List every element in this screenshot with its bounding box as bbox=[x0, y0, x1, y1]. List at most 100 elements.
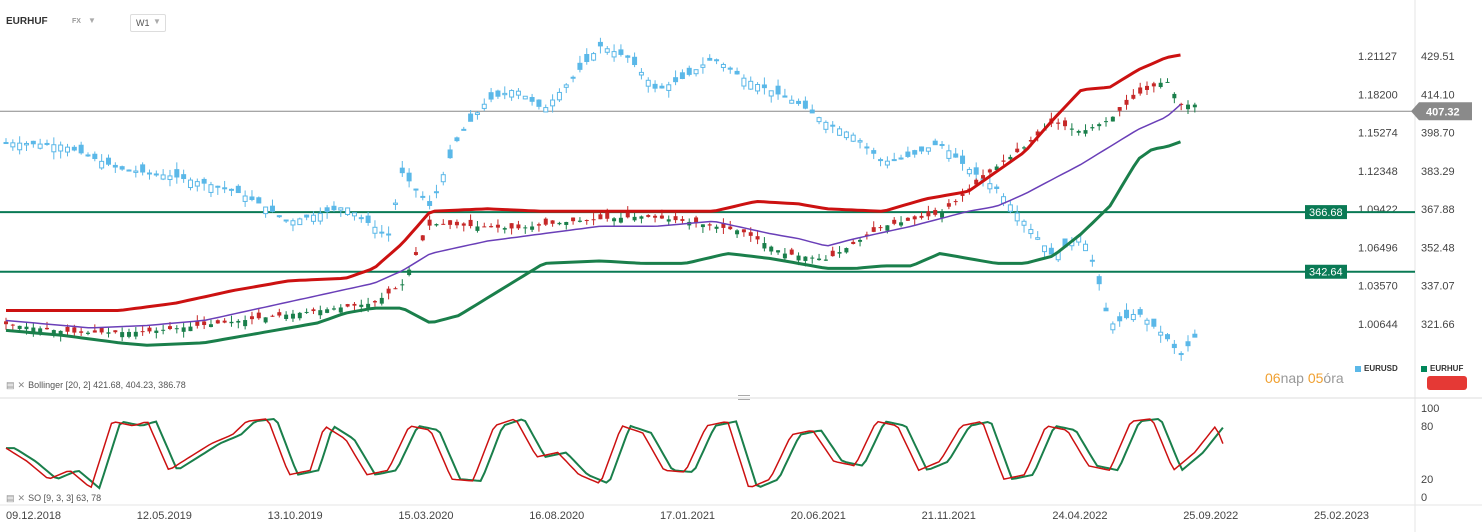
eurusd-candle bbox=[700, 64, 706, 68]
pane-resize-handle[interactable] bbox=[738, 395, 750, 400]
eurusd-candle bbox=[727, 67, 733, 70]
eurusd-candle bbox=[331, 205, 337, 211]
eurusd-candle bbox=[413, 188, 419, 191]
legend-eurusd[interactable]: EURUSD bbox=[1355, 364, 1398, 373]
eurusd-candle bbox=[1124, 309, 1130, 319]
days-label: nap bbox=[1280, 370, 1304, 386]
eurusd-candle bbox=[953, 153, 959, 158]
eurusd-candle bbox=[891, 159, 897, 162]
eurusd-candle bbox=[495, 90, 501, 97]
eurhuf-candle bbox=[1008, 156, 1013, 160]
chevron-down-icon: ▼ bbox=[153, 17, 161, 26]
eurusd-candle bbox=[256, 197, 262, 204]
eurhuf-candle bbox=[769, 246, 774, 252]
eurhuf-candle bbox=[44, 327, 49, 330]
eurusd-candle bbox=[912, 150, 918, 155]
eurusd-candle bbox=[447, 149, 453, 159]
eurhuf-candle bbox=[297, 312, 302, 319]
eurhuf-candle bbox=[1110, 116, 1115, 122]
eurhuf-candle bbox=[536, 224, 541, 226]
alert-button[interactable] bbox=[1427, 376, 1467, 390]
close-icon[interactable]: ✕ bbox=[17, 493, 26, 503]
eurusd-candle bbox=[406, 172, 412, 182]
eurusd-candle bbox=[994, 186, 1000, 189]
eurusd-candle bbox=[536, 99, 542, 107]
eurhuf-candle bbox=[441, 223, 446, 225]
eurhuf-candle bbox=[830, 250, 835, 257]
eurusd-candle bbox=[92, 153, 98, 160]
eurusd-candle bbox=[755, 83, 761, 92]
oscillator-tick: 20 bbox=[1421, 474, 1433, 486]
eurusd-candle bbox=[638, 71, 644, 76]
eurhuf-candle bbox=[133, 331, 138, 337]
eurusd-candle bbox=[591, 53, 597, 61]
eurusd-series bbox=[3, 37, 1198, 361]
eurhuf-candle bbox=[113, 330, 118, 333]
x-tick-label: 13.10.2019 bbox=[268, 510, 323, 522]
eurusd-candle bbox=[99, 160, 105, 169]
eurhuf-candle bbox=[366, 303, 371, 308]
eurusd-candle bbox=[946, 150, 952, 159]
eurhuf-candle bbox=[318, 310, 323, 316]
x-tick-label: 24.04.2022 bbox=[1052, 510, 1107, 522]
eurhuf-candle bbox=[140, 331, 145, 333]
close-icon[interactable]: ✕ bbox=[17, 380, 26, 390]
eurhuf-candle bbox=[393, 288, 398, 290]
bollinger-middle-line bbox=[5, 104, 1181, 329]
eurhuf-candle bbox=[208, 324, 213, 328]
eurusd-candle bbox=[58, 144, 64, 152]
eurusd-candle bbox=[529, 97, 535, 102]
eurusd-candle bbox=[960, 155, 966, 164]
eurusd-candle bbox=[720, 63, 726, 68]
x-tick-label: 25.09.2022 bbox=[1183, 510, 1238, 522]
current-price-tag bbox=[1411, 102, 1472, 121]
eurusd-candle bbox=[44, 142, 50, 145]
eurhuf-candle bbox=[782, 253, 787, 259]
legend-swatch bbox=[1355, 365, 1361, 372]
eurhuf-candle bbox=[236, 320, 241, 323]
eurhuf-candle bbox=[202, 321, 207, 326]
settings-icon[interactable]: ▤ bbox=[6, 493, 15, 503]
eurusd-candle bbox=[358, 217, 364, 220]
eurhuf-candle bbox=[871, 227, 876, 232]
timeframe-selector[interactable]: W1 ▼ bbox=[130, 14, 166, 32]
eurusd-candle bbox=[1192, 333, 1198, 338]
eurhuf-candle bbox=[92, 330, 97, 333]
eurhuf-candle bbox=[338, 307, 343, 313]
settings-icon[interactable]: ▤ bbox=[6, 380, 15, 390]
eurusd-candle bbox=[1083, 243, 1089, 252]
eurhuf-candle bbox=[919, 215, 924, 218]
eurhuf-candle bbox=[1076, 130, 1081, 133]
eurusd-candle bbox=[461, 128, 467, 131]
eurhuf-candle bbox=[10, 324, 15, 326]
chevron-down-icon[interactable]: ▼ bbox=[88, 16, 96, 25]
eurhuf-candle bbox=[933, 209, 938, 215]
eurhuf-candle bbox=[748, 232, 753, 236]
y-tick-left: 1.21127 bbox=[1358, 51, 1397, 63]
eurusd-candle bbox=[768, 90, 774, 97]
stochastic-params: [9, 3, 3] 63, 78 bbox=[43, 493, 102, 503]
eurusd-candle bbox=[679, 72, 685, 79]
eurhuf-candle bbox=[65, 326, 70, 332]
eurusd-candle bbox=[51, 144, 57, 153]
eurhuf-candle bbox=[905, 217, 910, 221]
bollinger-upper-line bbox=[6, 53, 1181, 312]
y-tick-left: 1.03570 bbox=[1358, 281, 1398, 293]
eurhuf-candle bbox=[571, 217, 576, 222]
y-tick-right: 398.70 bbox=[1421, 128, 1455, 140]
eurusd-candle bbox=[160, 174, 166, 180]
eurhuf-candle bbox=[79, 331, 84, 333]
legend-eurhuf[interactable]: EURHUF bbox=[1421, 364, 1463, 373]
eurhuf-candle bbox=[700, 224, 705, 228]
eurusd-candle bbox=[748, 80, 754, 90]
eurhuf-candle bbox=[728, 226, 733, 230]
eurusd-candle bbox=[317, 212, 323, 222]
eurusd-candle bbox=[925, 147, 931, 152]
symbol-label[interactable]: EURHUF bbox=[6, 16, 48, 27]
eurhuf-candle bbox=[331, 308, 336, 310]
eurusd-candle bbox=[611, 51, 617, 58]
eurusd-candle bbox=[249, 196, 255, 200]
eurhuf-candle bbox=[270, 315, 275, 317]
eurhuf-candle bbox=[277, 312, 282, 316]
